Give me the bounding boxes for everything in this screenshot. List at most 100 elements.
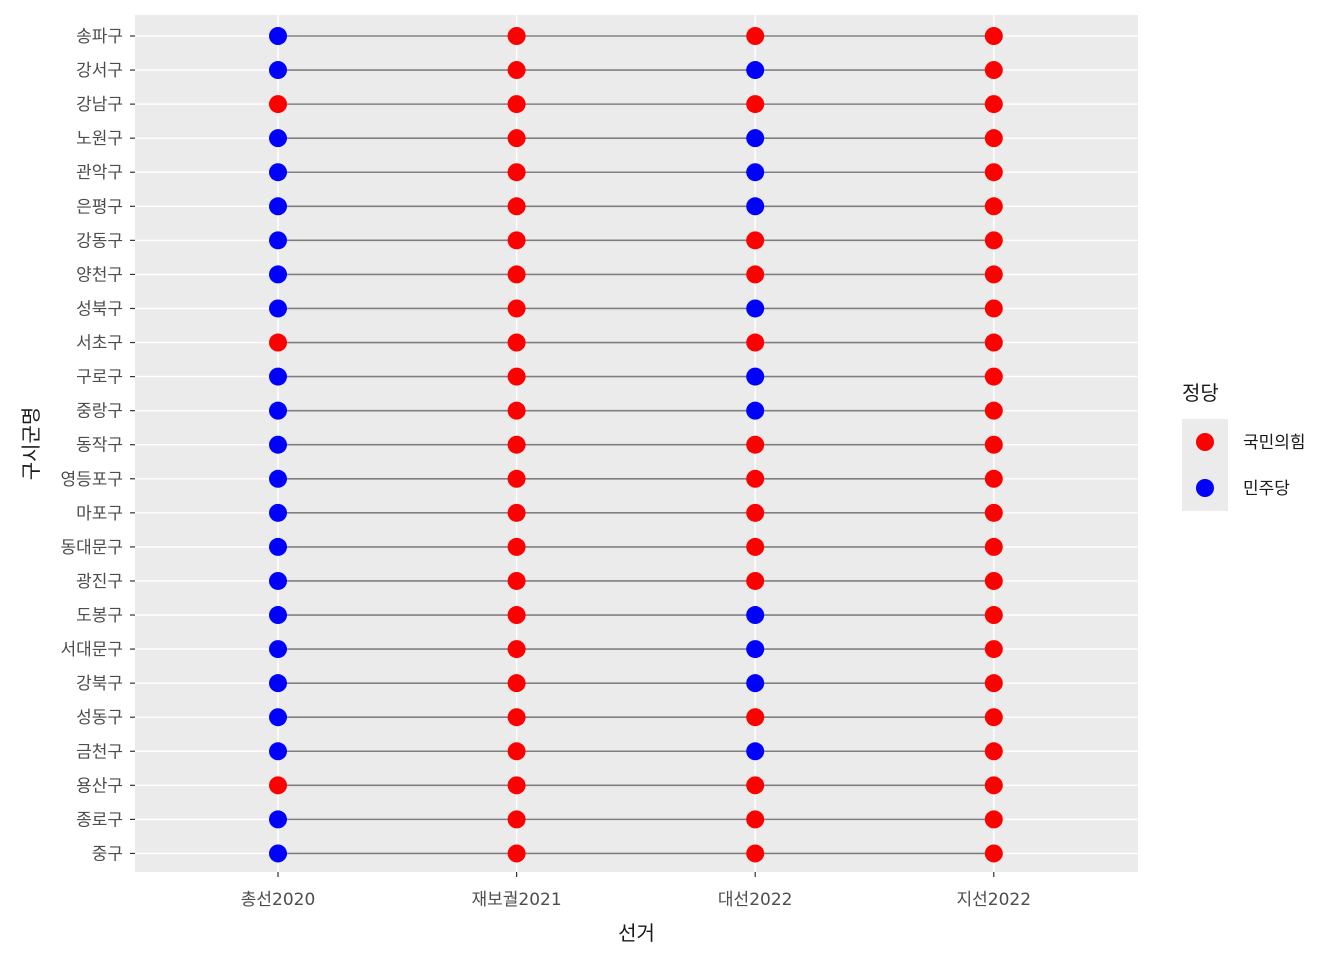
data-point xyxy=(746,640,765,659)
data-point xyxy=(507,129,526,148)
data-point xyxy=(269,674,287,693)
connector-lines xyxy=(278,35,994,855)
data-point xyxy=(507,469,526,488)
data-point xyxy=(507,265,526,284)
data-point xyxy=(269,844,287,863)
y-axis-title: 구시군명 xyxy=(19,407,43,481)
data-point xyxy=(507,571,526,590)
data-point xyxy=(507,810,526,829)
data-point xyxy=(269,469,287,488)
data-point xyxy=(984,27,1003,45)
y-tick-label: 서초구 xyxy=(76,334,123,354)
y-tick-label: 성동구 xyxy=(76,708,123,728)
y-axis-ticks: 송파구강서구강남구노원구관악구은평구강동구양천구성북구서초구구로구중랑구동작구영… xyxy=(60,27,135,864)
data-point xyxy=(269,708,287,727)
data-point xyxy=(746,265,765,284)
data-point xyxy=(984,265,1003,284)
data-point xyxy=(746,27,765,45)
plot-panel xyxy=(135,15,1138,872)
data-point xyxy=(984,333,1003,352)
legend-title: 정당 xyxy=(1182,381,1219,405)
data-point xyxy=(746,537,765,556)
legend-key xyxy=(1196,433,1214,451)
data-point xyxy=(746,606,765,625)
y-tick-label: 양천구 xyxy=(76,265,123,285)
y-tick-label: 구로구 xyxy=(76,368,123,388)
legend-key-background xyxy=(1182,419,1228,511)
data-point xyxy=(269,367,287,386)
y-tick-label: 관악구 xyxy=(76,163,123,183)
data-point xyxy=(269,95,287,114)
data-point xyxy=(746,469,765,488)
data-point xyxy=(269,503,287,522)
data-point xyxy=(269,640,287,659)
data-point xyxy=(507,27,526,45)
data-point xyxy=(507,708,526,727)
data-point xyxy=(746,776,765,795)
data-point xyxy=(984,674,1003,693)
y-tick-label: 중랑구 xyxy=(76,402,123,422)
data-point xyxy=(269,606,287,625)
data-point xyxy=(746,95,765,114)
y-tick-label: 동대문구 xyxy=(60,538,123,558)
data-point xyxy=(984,197,1003,216)
data-point xyxy=(269,742,287,761)
data-point xyxy=(269,401,287,420)
data-point xyxy=(507,606,526,625)
data-point xyxy=(984,299,1003,318)
data-point xyxy=(746,231,765,250)
y-tick-label: 강동구 xyxy=(76,231,123,251)
data-point xyxy=(984,606,1003,625)
data-point xyxy=(507,61,526,80)
data-point xyxy=(746,674,765,693)
y-tick-label: 강북구 xyxy=(76,674,123,694)
data-point xyxy=(984,742,1003,761)
data-point xyxy=(269,231,287,250)
data-point xyxy=(507,231,526,250)
y-tick-label: 금천구 xyxy=(76,742,123,762)
legend-label: 국민의힘 xyxy=(1243,433,1306,453)
y-tick-label: 강남구 xyxy=(76,95,123,115)
x-axis-title: 선거 xyxy=(618,921,655,945)
data-point xyxy=(746,742,765,761)
data-point xyxy=(507,197,526,216)
data-point xyxy=(746,844,765,863)
data-point xyxy=(507,95,526,114)
data-point xyxy=(507,640,526,659)
data-point xyxy=(746,708,765,727)
data-point xyxy=(746,401,765,420)
data-point xyxy=(984,469,1003,488)
x-tick-label: 총선2020 xyxy=(241,890,316,910)
data-point xyxy=(984,95,1003,114)
data-point xyxy=(746,810,765,829)
data-point xyxy=(746,197,765,216)
data-point xyxy=(269,61,287,80)
data-point xyxy=(984,844,1003,863)
data-point xyxy=(746,503,765,522)
y-tick-label: 도봉구 xyxy=(76,606,123,626)
data-point xyxy=(269,27,287,45)
data-point xyxy=(507,674,526,693)
data-point xyxy=(746,367,765,386)
data-point xyxy=(507,844,526,863)
data-point xyxy=(269,163,287,182)
data-point xyxy=(984,571,1003,590)
data-point xyxy=(269,129,287,148)
x-axis-ticks: 총선2020 재보궐2021 대선2022 지선2022 xyxy=(241,872,1031,910)
data-point xyxy=(746,299,765,318)
data-point xyxy=(984,367,1003,386)
y-tick-label: 종로구 xyxy=(76,810,123,830)
data-point xyxy=(269,537,287,556)
data-point xyxy=(984,61,1003,80)
data-point xyxy=(269,333,287,352)
data-point xyxy=(984,163,1003,182)
data-point xyxy=(746,571,765,590)
data-point xyxy=(984,776,1003,795)
data-point xyxy=(269,435,287,454)
data-point xyxy=(984,708,1003,727)
data-point xyxy=(984,401,1003,420)
y-tick-label: 동작구 xyxy=(76,436,123,456)
data-point xyxy=(746,435,765,454)
